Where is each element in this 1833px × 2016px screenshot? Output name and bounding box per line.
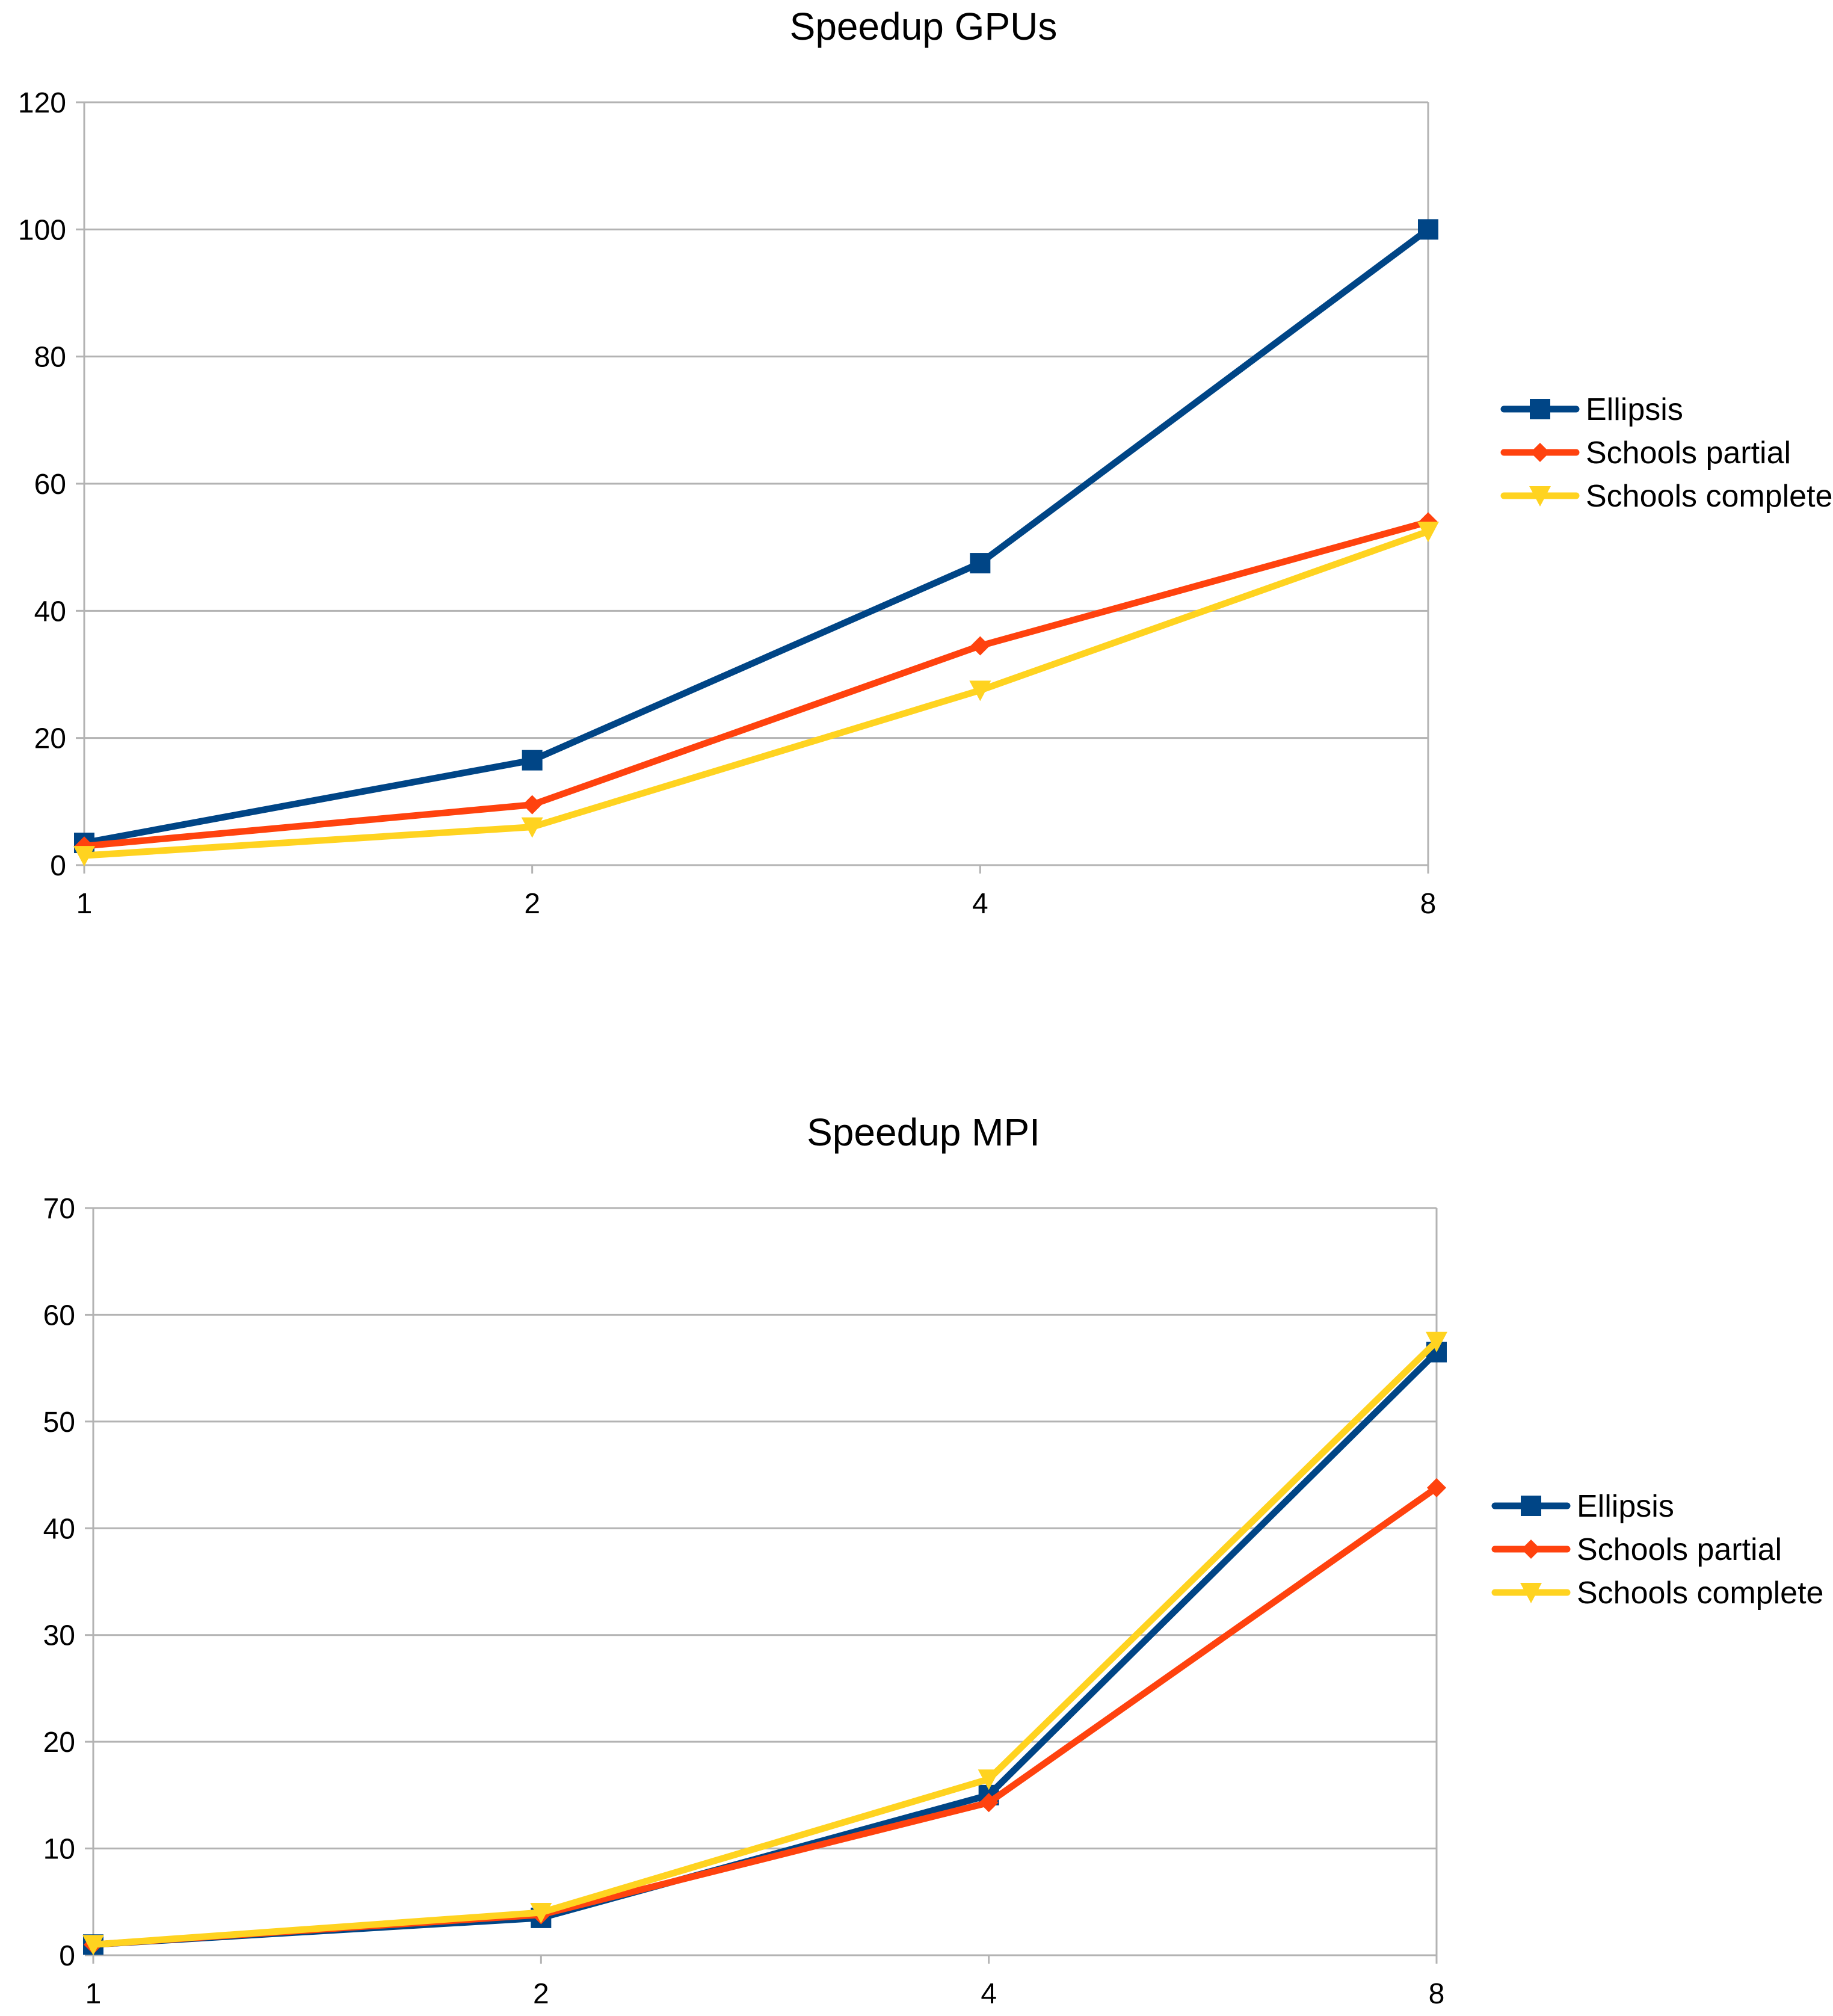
legend-swatch-marker [1530, 399, 1550, 419]
series-schools-complete [82, 1331, 1447, 1956]
legend-item-schools-complete: Schools complete [1500, 479, 1832, 514]
series-schools-complete [73, 522, 1439, 867]
x-tick-label: 2 [533, 1978, 549, 2010]
series-line-schools-complete [90, 1338, 1440, 1948]
y-tick-label: 60 [34, 469, 66, 501]
legend-label: Schools partial [1577, 1532, 1782, 1567]
series-line-schools-partial [90, 1484, 1440, 1948]
y-tick-label: 20 [34, 723, 66, 755]
data-point-schools-partial [1427, 1478, 1446, 1497]
y-tick-label: 70 [43, 1193, 75, 1225]
x-tick-label: 4 [981, 1978, 997, 2010]
legend-swatch-marker [1520, 1583, 1542, 1603]
legend-swatch-marker [1530, 443, 1550, 462]
legend-item-schools-complete: Schools complete [1491, 1576, 1823, 1611]
series-line-schools-complete [81, 528, 1432, 859]
data-point-schools-complete [521, 817, 543, 838]
data-point-ellipsis [970, 553, 991, 574]
data-point-schools-complete [530, 1903, 552, 1924]
data-point-ellipsis [1418, 219, 1438, 240]
legend-item-schools-partial: Schools partial [1500, 436, 1791, 470]
y-tick-label: 40 [43, 1513, 75, 1545]
chart-title: Speedup MPI [807, 1111, 1040, 1154]
data-point-schools-complete [82, 1935, 104, 1956]
data-point-ellipsis [522, 750, 543, 771]
x-tick-label: 2 [524, 888, 540, 920]
data-point-schools-complete [1426, 1331, 1447, 1352]
y-tick-label: 40 [34, 596, 66, 627]
x-tick-label: 1 [76, 888, 93, 920]
chart-title: Speedup GPUs [790, 5, 1058, 48]
data-point-schools-complete [73, 846, 95, 867]
legend-item-schools-partial: Schools partial [1491, 1532, 1782, 1567]
legend-swatch-marker [1521, 1496, 1541, 1516]
speedup-mpi-chart: Speedup MPI 0 10 20 30 40 50 60 70 1 2 4 8 Ellipsis Sc… [43, 1111, 1824, 2010]
data-point-schools-partial [979, 1793, 999, 1813]
x-tick-label: 4 [972, 888, 988, 920]
legend-swatch-marker [1521, 1540, 1541, 1559]
y-tick-label: 80 [34, 342, 66, 374]
data-point-schools-complete [1417, 522, 1439, 543]
y-tick-label: 20 [43, 1727, 75, 1759]
data-point-schools-complete [978, 1769, 1000, 1790]
legend-label: Ellipsis [1577, 1489, 1674, 1524]
legend-label: Ellipsis [1586, 392, 1683, 427]
speedup-gpus-chart: Speedup GPUs 0 20 40 60 80 100 120 1 2 4 8 Ellipsis S… [18, 5, 1833, 920]
legend-swatch-marker [1529, 486, 1551, 507]
y-tick-label: 60 [43, 1299, 75, 1331]
legend-item-ellipsis: Ellipsis [1491, 1489, 1674, 1524]
data-point-schools-partial [522, 795, 542, 815]
y-tick-label: 0 [59, 1940, 75, 1972]
y-tick-label: 30 [43, 1620, 75, 1652]
legend-label: Schools partial [1586, 436, 1791, 470]
x-tick-label: 8 [1429, 1978, 1445, 2010]
series-ellipsis [83, 1342, 1447, 1955]
y-tick-label: 10 [43, 1834, 75, 1866]
series-line-ellipsis [81, 226, 1432, 846]
data-point-schools-partial [970, 636, 990, 656]
series-schools-partial [84, 1478, 1446, 1955]
series-line-schools-partial [81, 518, 1432, 849]
legend-label: Schools complete [1586, 479, 1832, 514]
x-tick-label: 1 [85, 1978, 102, 2010]
legend-item-ellipsis: Ellipsis [1500, 392, 1683, 427]
data-point-schools-complete [969, 680, 991, 701]
legend-label: Schools complete [1577, 1576, 1823, 1611]
y-tick-label: 120 [18, 87, 66, 119]
y-tick-label: 0 [50, 850, 66, 882]
y-tick-label: 100 [18, 214, 66, 246]
x-tick-label: 8 [1420, 888, 1437, 920]
y-tick-label: 50 [43, 1407, 75, 1438]
